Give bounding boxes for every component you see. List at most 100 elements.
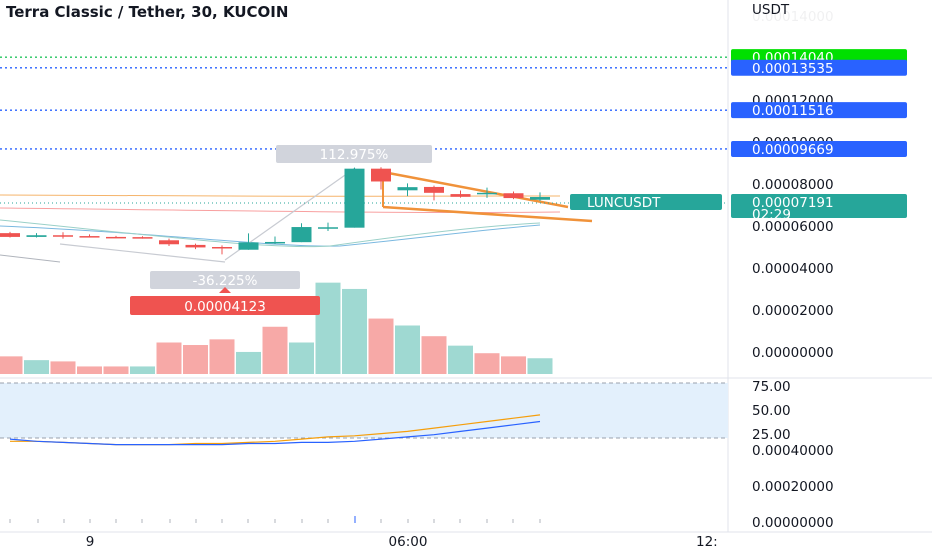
symbol-label-badge [570,194,722,210]
volume-bar [130,366,155,374]
volume-bar [77,366,102,374]
candle [79,234,100,238]
candle-body [371,168,391,182]
measure-high-box [276,145,432,163]
volume-bar [103,366,129,374]
volume-bar [0,356,23,374]
candle-body [132,237,153,239]
volume-bar [448,345,473,374]
volume-bar [368,318,394,374]
time-label-2: 12: [696,534,718,550]
candle-body [159,240,179,245]
volume-bar [24,360,49,374]
volume-bar [421,336,447,374]
volume-bar [236,351,261,374]
candle-body [185,244,206,248]
lower-tick-2: 0.00000000 [752,515,834,531]
measure-low-pct: -36.225% [193,273,258,289]
candle [238,233,259,250]
volume-bar [183,345,208,374]
ma-line-teal [0,219,541,248]
candle [503,191,524,200]
price-axis[interactable]: 0.000120000.000100000.000080000.00006000… [752,93,834,361]
ma-line-red [0,207,561,214]
last-price-badge [731,194,907,218]
low-price-value: 0.00004123 [184,299,266,315]
volume-bar [315,282,341,374]
lower-tick-1: 0.00020000 [752,479,834,495]
price-tick: 0.00002000 [752,303,834,319]
volume-bar [50,361,76,374]
candle [291,223,312,243]
candle-body [450,194,471,197]
lower-tick-0: 0.00040000 [752,443,834,459]
volume-bar [474,353,500,374]
indicator-series [9,420,541,446]
pattern-lower-line[interactable] [382,205,593,223]
candle-body [0,233,20,237]
candle [53,232,73,239]
level-badge [731,59,907,76]
low-price-arrow [219,287,231,293]
volume-bar [209,339,235,374]
candle [106,235,126,239]
price-tick-partial: 0.00014000 [752,9,834,25]
volume-bar [395,325,420,374]
candle [212,245,232,255]
pattern-upper-line[interactable] [382,170,569,209]
ma-line-gray [0,254,61,263]
candle [450,190,471,198]
level-badge [731,102,907,119]
candle-body [344,168,365,228]
candle-body [424,186,444,193]
indicator-lines [9,414,541,446]
candle-body [106,236,126,239]
candle [185,243,206,250]
time-label-1: 06:00 [389,534,428,550]
candle-body [397,187,418,191]
level-value: 0.00009669 [752,142,834,158]
measure-line-down[interactable] [59,243,226,263]
volume-bar [262,326,288,374]
candle-body [53,235,73,237]
price-tick: 0.00006000 [752,219,834,235]
candle [0,231,20,238]
candle [397,183,418,197]
price-tick: 0.00004000 [752,261,834,277]
moving-averages [0,194,561,263]
measure-low-box [150,271,300,289]
level-value: 0.00013535 [752,61,834,77]
candle-body [26,235,47,237]
candle [159,238,179,246]
time-label-0: 9 [86,534,95,550]
measure-high-pct: 112.975% [320,147,389,163]
candle [530,192,550,202]
price-tick: 0.00008000 [752,177,834,193]
candle-body [530,197,550,200]
volume-bars [0,282,553,374]
volume-bar [501,356,526,374]
candle-body [291,227,312,243]
candle [318,222,338,232]
indicator-tick-75: 75.00 [752,379,791,395]
level-value: 0.00011516 [752,103,834,119]
candle-body [318,227,338,229]
candle [344,167,365,228]
candle-body [477,192,497,195]
candle [477,187,497,198]
candle [265,236,285,245]
candle [132,236,153,239]
volume-bar [342,288,367,374]
volume-bar [156,342,182,374]
candle-body [238,242,259,250]
currency-label: USDT [752,2,790,18]
candle [26,233,47,238]
last-price-value: 0.00007191 [752,195,834,211]
candlesticks [0,167,550,255]
low-price-badge [130,296,320,315]
price-tick: 0.00000000 [752,345,834,361]
indicator-band [0,383,728,438]
symbol-name: LUNCUSDT [587,195,661,211]
